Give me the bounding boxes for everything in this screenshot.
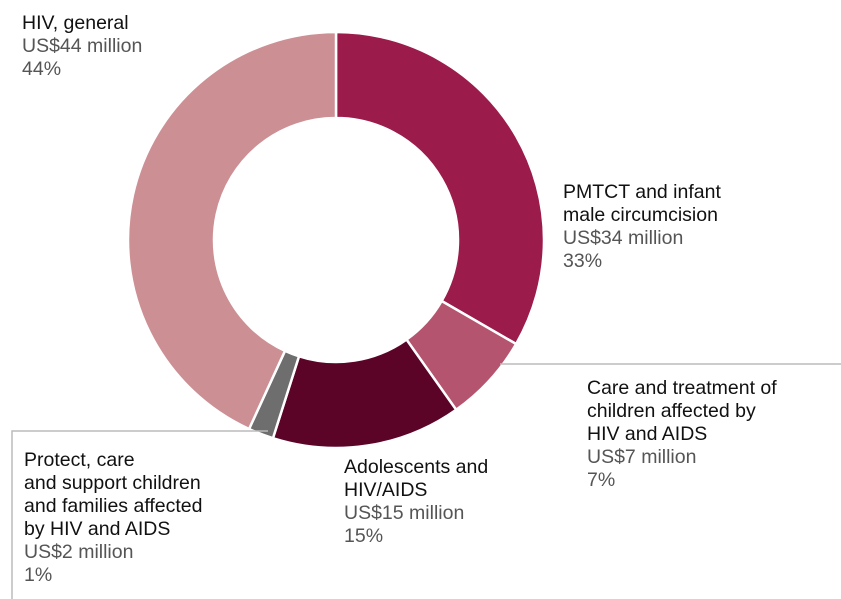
slice-general — [126, 30, 338, 431]
label-pmtct-name-line1: PMTCT and infant — [563, 181, 721, 203]
donut-slices — [126, 30, 546, 450]
label-care: Care and treatment of children affected … — [587, 377, 777, 492]
label-adolescent-percent: 15% — [344, 525, 384, 547]
label-protect-amount: US$2 million — [24, 541, 134, 563]
slice-pmtct — [334, 30, 546, 346]
label-general-amount: US$44 million — [22, 35, 143, 57]
label-protect-name-line4: by HIV and AIDS — [24, 518, 171, 540]
label-adolescent: Adolescents and HIV/AIDS US$15 million 1… — [344, 456, 488, 548]
label-adolescent-amount: US$15 million — [344, 502, 465, 524]
label-general-name: HIV, general — [22, 12, 129, 34]
label-protect-percent: 1% — [24, 564, 53, 586]
label-protect-name-line2: and support children — [24, 472, 201, 494]
label-pmtct-amount: US$34 million — [563, 227, 684, 249]
label-care-name-line3: HIV and AIDS — [587, 423, 708, 445]
label-general: HIV, general US$44 million 44% — [22, 12, 142, 81]
label-adolescent-name-line2: HIV/AIDS — [344, 479, 428, 501]
label-protect: Protect, care and support children and f… — [24, 449, 203, 587]
label-pmtct-percent: 33% — [563, 250, 603, 272]
label-protect-name-line1: Protect, care — [24, 449, 135, 471]
label-care-amount: US$7 million — [587, 446, 697, 468]
label-adolescent-name-line1: Adolescents and — [344, 456, 489, 478]
label-pmtct: PMTCT and infant male circumcision US$34… — [563, 181, 721, 273]
label-care-name-line1: Care and treatment of — [587, 377, 777, 399]
label-general-percent: 44% — [22, 58, 62, 80]
leader-line-protect — [11, 430, 268, 599]
leader-lines — [11, 363, 841, 599]
label-care-percent: 7% — [587, 469, 616, 491]
label-pmtct-name-line2: male circumcision — [563, 204, 718, 226]
label-care-name-line2: children affected by — [587, 400, 756, 422]
label-protect-name-line3: and families affected — [24, 495, 203, 517]
